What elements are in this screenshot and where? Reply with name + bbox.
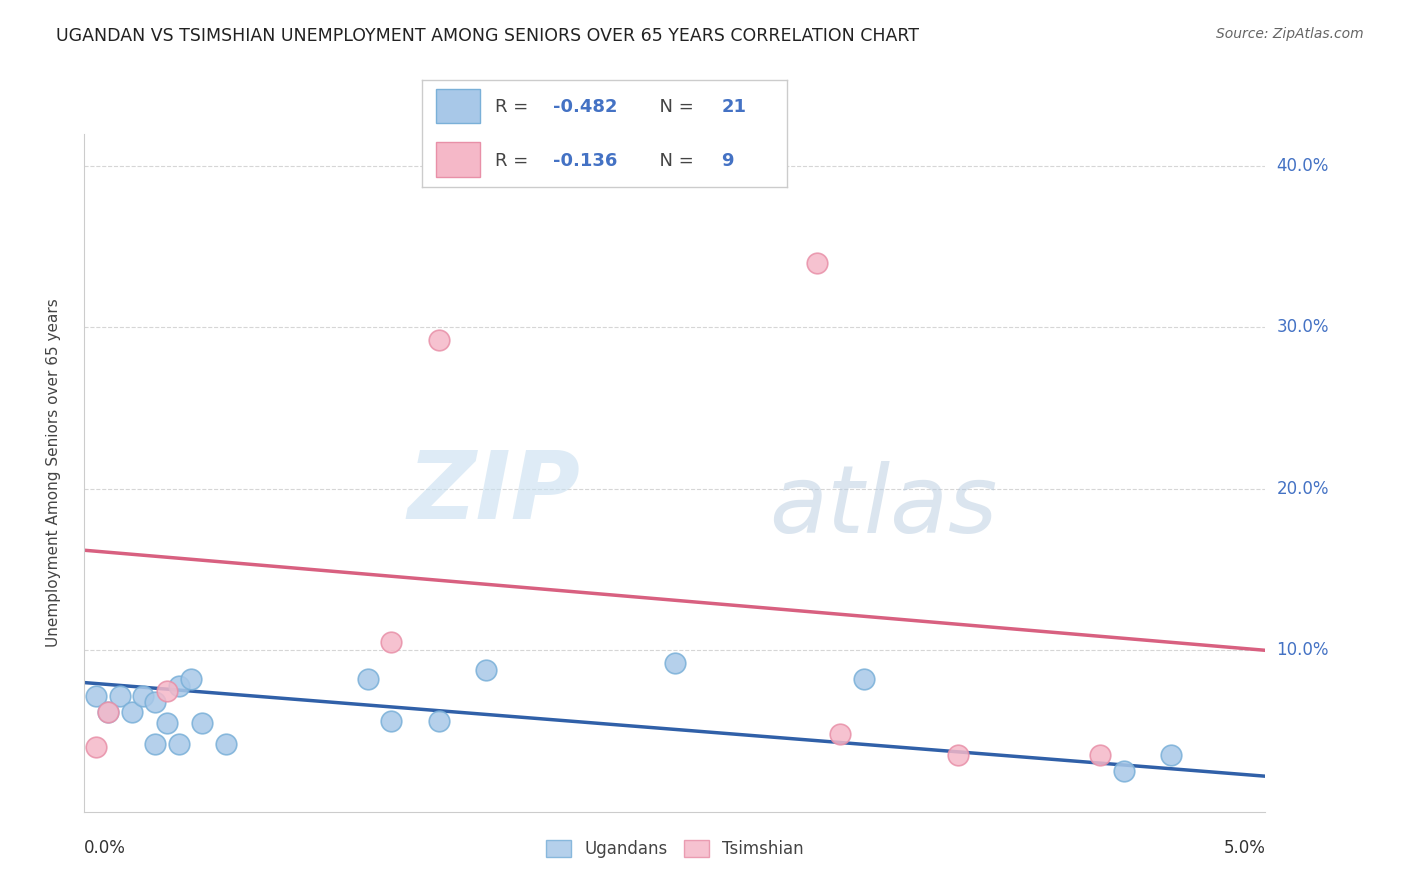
Point xyxy=(1088,748,1111,763)
Text: R =: R = xyxy=(495,98,534,116)
Bar xyxy=(436,143,481,177)
Point xyxy=(108,689,131,703)
Point xyxy=(427,714,450,729)
Text: 40.0%: 40.0% xyxy=(1277,157,1329,175)
Point xyxy=(475,663,498,677)
Point xyxy=(1160,748,1182,763)
Point xyxy=(132,689,155,703)
Point xyxy=(156,683,179,698)
Point xyxy=(167,737,190,751)
Point xyxy=(97,705,120,719)
Text: 5.0%: 5.0% xyxy=(1223,838,1265,857)
Point xyxy=(357,673,380,687)
Point xyxy=(948,748,970,763)
Text: 10.0%: 10.0% xyxy=(1277,641,1329,659)
Point xyxy=(121,705,143,719)
Point xyxy=(664,657,686,671)
Text: R =: R = xyxy=(495,152,534,169)
Text: N =: N = xyxy=(648,98,700,116)
Text: 20.0%: 20.0% xyxy=(1277,480,1329,498)
Text: Source: ZipAtlas.com: Source: ZipAtlas.com xyxy=(1216,27,1364,41)
Text: N =: N = xyxy=(648,152,706,169)
Point xyxy=(380,714,402,729)
Text: 21: 21 xyxy=(721,98,747,116)
Point xyxy=(84,740,107,755)
Text: 0.0%: 0.0% xyxy=(84,838,127,857)
Point xyxy=(143,695,166,709)
Text: 30.0%: 30.0% xyxy=(1277,318,1329,336)
Point xyxy=(143,737,166,751)
Point xyxy=(97,705,120,719)
Text: ZIP: ZIP xyxy=(408,447,581,539)
Point xyxy=(215,737,238,751)
Point xyxy=(852,673,875,687)
Point xyxy=(830,727,852,741)
Text: -0.136: -0.136 xyxy=(554,152,617,169)
Point xyxy=(427,334,450,348)
Point xyxy=(1112,764,1135,779)
Point xyxy=(806,256,828,270)
Bar xyxy=(436,89,481,123)
Point xyxy=(380,635,402,649)
Point xyxy=(84,689,107,703)
Point xyxy=(180,673,202,687)
Point xyxy=(191,715,214,730)
Point xyxy=(156,715,179,730)
Text: -0.482: -0.482 xyxy=(554,98,617,116)
Point xyxy=(167,679,190,693)
Text: atlas: atlas xyxy=(769,461,998,552)
Y-axis label: Unemployment Among Seniors over 65 years: Unemployment Among Seniors over 65 years xyxy=(46,299,60,647)
Text: 9: 9 xyxy=(721,152,734,169)
Text: UGANDAN VS TSIMSHIAN UNEMPLOYMENT AMONG SENIORS OVER 65 YEARS CORRELATION CHART: UGANDAN VS TSIMSHIAN UNEMPLOYMENT AMONG … xyxy=(56,27,920,45)
Legend: Ugandans, Tsimshian: Ugandans, Tsimshian xyxy=(538,833,811,864)
